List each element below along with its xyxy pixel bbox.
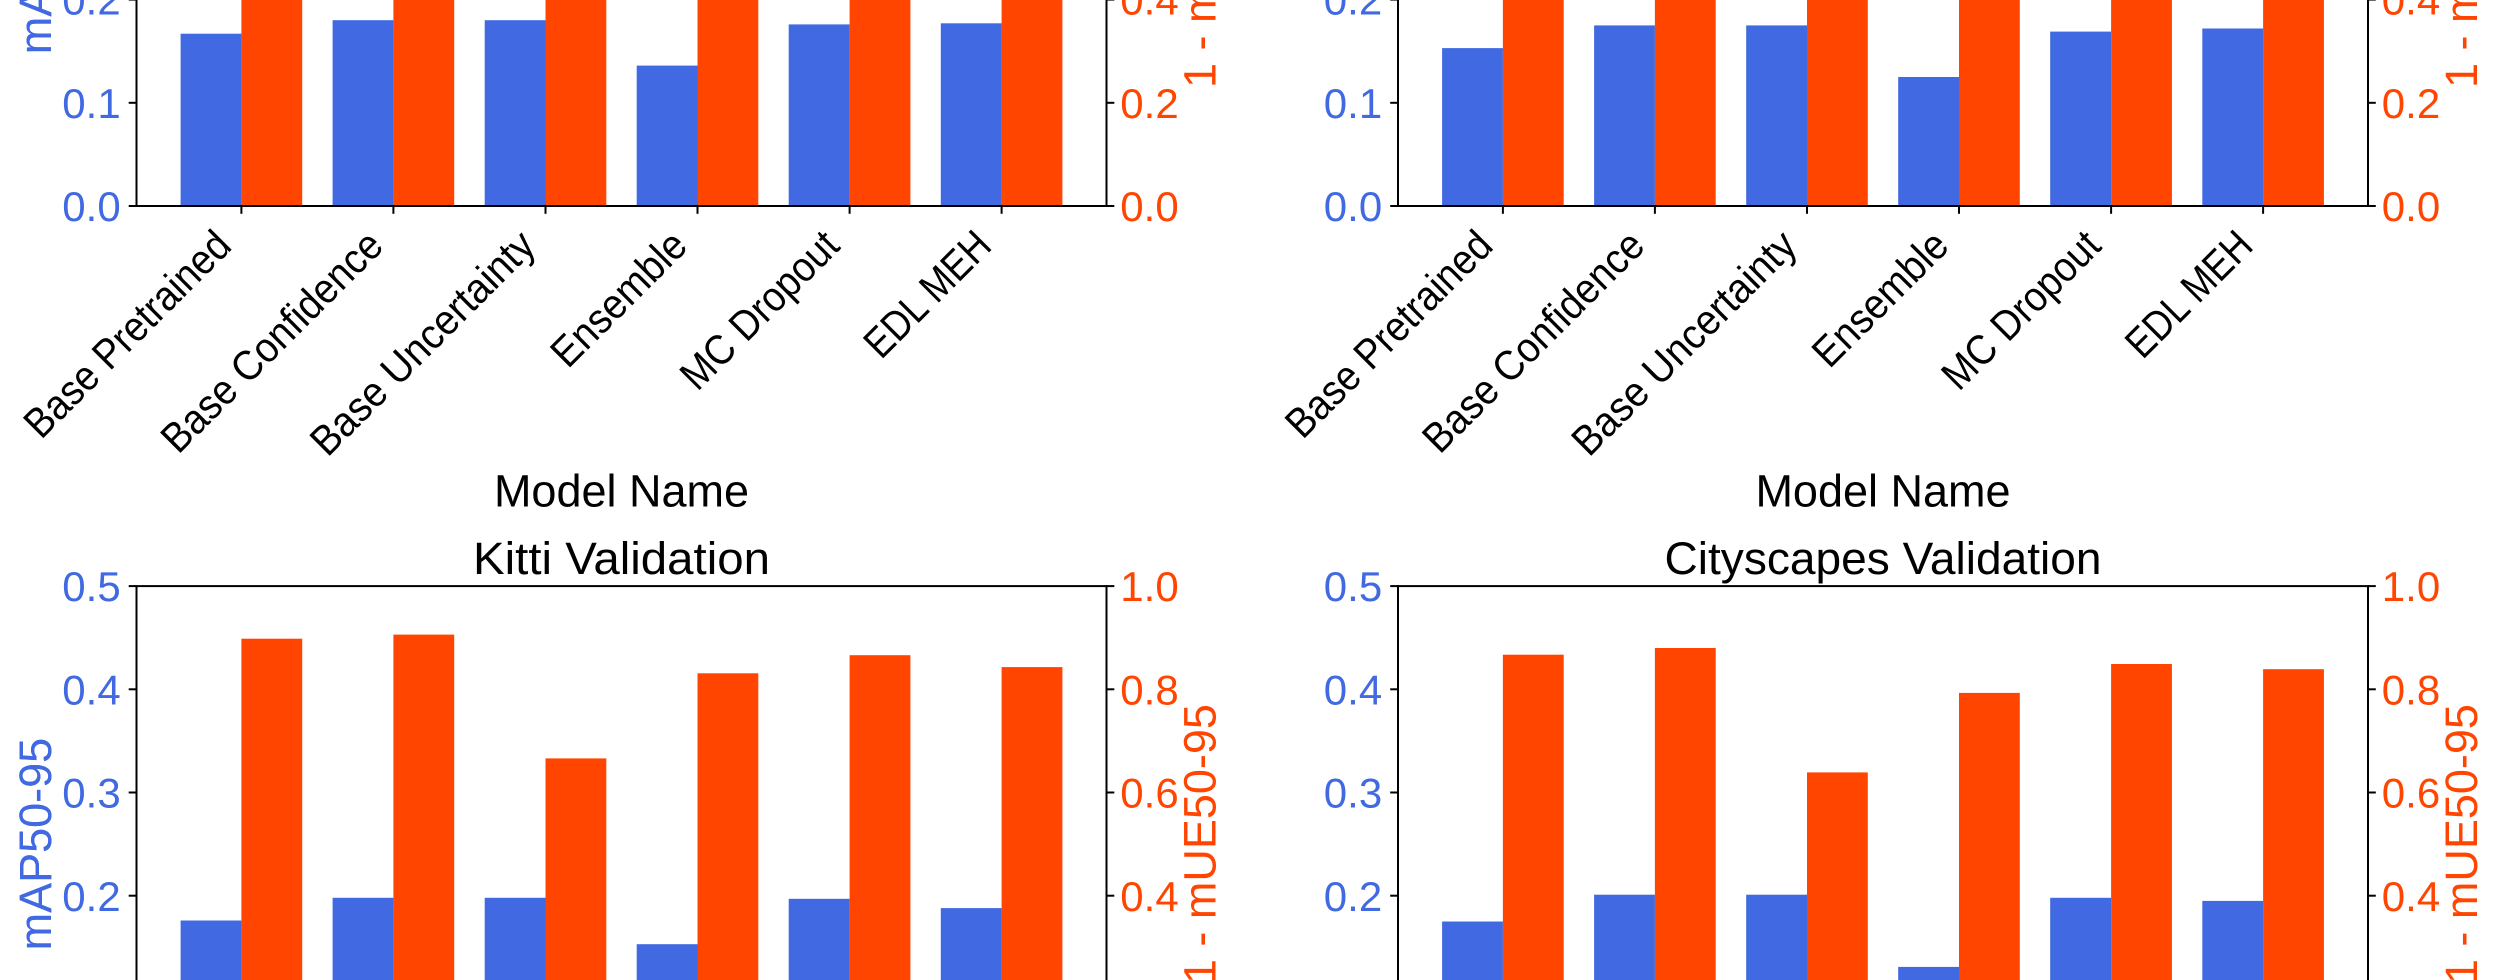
svg-text:0.2: 0.2 [1324, 0, 1382, 24]
svg-text:0.1: 0.1 [62, 976, 120, 980]
svg-text:mAP50-95: mAP50-95 [10, 0, 61, 54]
svg-text:Model Name: Model Name [1755, 466, 2010, 517]
svg-text:0.4: 0.4 [1120, 0, 1178, 24]
svg-text:Kitti Validation: Kitti Validation [473, 533, 770, 584]
svg-text:0.0: 0.0 [1120, 183, 1178, 230]
svg-text:0.4: 0.4 [1324, 666, 1382, 713]
svg-text:1 - mUE50-95: 1 - mUE50-95 [2436, 704, 2487, 980]
svg-text:0.2: 0.2 [2382, 80, 2440, 127]
svg-text:0.2: 0.2 [1120, 976, 1178, 980]
svg-text:1 - mUE50-95: 1 - mUE50-95 [1175, 0, 1226, 88]
svg-text:mAP50-95: mAP50-95 [10, 738, 61, 951]
svg-text:0.5: 0.5 [62, 563, 120, 610]
svg-text:0.1: 0.1 [62, 80, 120, 127]
svg-text:1.0: 1.0 [2382, 563, 2440, 610]
svg-text:0.4: 0.4 [62, 666, 120, 713]
svg-text:0.2: 0.2 [1324, 873, 1382, 920]
svg-text:0.2: 0.2 [62, 0, 120, 24]
svg-text:mAP50-95: mAP50-95 [10, 0, 61, 54]
svg-text:0.0: 0.0 [1324, 183, 1382, 230]
svg-text:0.0: 0.0 [62, 183, 120, 230]
svg-text:0.1: 0.1 [1324, 80, 1382, 127]
svg-text:0.3: 0.3 [1324, 770, 1382, 817]
svg-text:0.5: 0.5 [1324, 563, 1382, 610]
svg-text:0.2: 0.2 [2382, 976, 2440, 980]
svg-text:0.4: 0.4 [2382, 873, 2440, 920]
svg-text:0.8: 0.8 [2382, 666, 2440, 713]
svg-text:0.6: 0.6 [2382, 770, 2440, 817]
svg-text:0.0: 0.0 [2382, 183, 2440, 230]
svg-text:0.2: 0.2 [1120, 80, 1178, 127]
svg-text:1 - mUE50-95: 1 - mUE50-95 [1175, 704, 1226, 980]
svg-text:1 - mUE50-95: 1 - mUE50-95 [2436, 0, 2487, 88]
svg-text:0.1: 0.1 [1324, 976, 1382, 980]
svg-text:0.6: 0.6 [1120, 770, 1178, 817]
svg-text:0.4: 0.4 [2382, 0, 2440, 24]
svg-text:1.0: 1.0 [1120, 563, 1178, 610]
svg-text:0.4: 0.4 [1120, 873, 1178, 920]
svg-text:0.3: 0.3 [62, 770, 120, 817]
svg-text:0.2: 0.2 [62, 873, 120, 920]
svg-text:mAP50-95: mAP50-95 [10, 738, 61, 951]
svg-text:0.8: 0.8 [1120, 666, 1178, 713]
svg-text:Cityscapes Validation: Cityscapes Validation [1665, 533, 2102, 584]
svg-text:Model Name: Model Name [494, 466, 749, 517]
